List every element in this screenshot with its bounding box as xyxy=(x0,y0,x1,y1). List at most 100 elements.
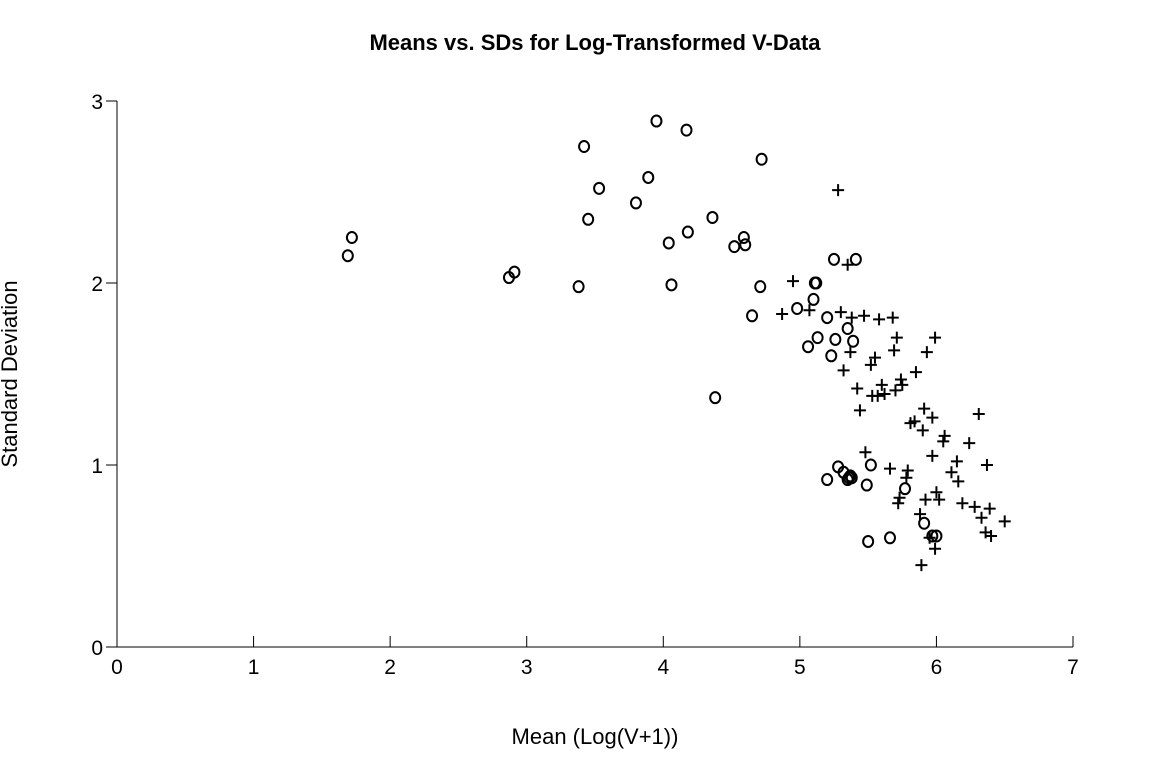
plus-marker-point xyxy=(985,529,998,542)
circle-marker-point xyxy=(737,231,750,244)
circle-marker-point xyxy=(582,212,595,226)
circle-marker-point xyxy=(926,529,939,543)
circle-marker-point xyxy=(829,332,842,346)
plus-marker-point xyxy=(963,437,976,450)
circle-marker-point xyxy=(755,152,768,166)
circle-marker-point xyxy=(841,322,854,335)
plus-marker-point xyxy=(844,346,857,359)
circle-marker-point xyxy=(508,265,521,279)
x-tick-label: 2 xyxy=(384,656,396,679)
plus-marker-point xyxy=(859,446,872,459)
y-tick-label: 2 xyxy=(91,273,103,296)
plus-marker-point xyxy=(873,313,886,326)
plus-marker-point xyxy=(998,515,1011,528)
plus-marker-point xyxy=(858,309,871,322)
plus-marker-point xyxy=(972,408,985,421)
plus-marker-point xyxy=(893,491,906,504)
circle-marker-point xyxy=(706,210,719,224)
plus-marker-point xyxy=(919,493,932,506)
plus-marker-point xyxy=(894,373,907,386)
y-tick-label: 3 xyxy=(91,91,103,114)
circle-marker-point xyxy=(918,516,931,530)
plus-marker-point xyxy=(837,364,850,377)
plus-marker-point xyxy=(933,493,946,506)
plus-marker-point xyxy=(929,331,942,344)
circle-marker-point xyxy=(810,276,823,290)
x-tick-label: 1 xyxy=(248,656,260,679)
plus-marker-point xyxy=(889,384,902,397)
plus-marker-point xyxy=(875,378,888,391)
circle-marker-point xyxy=(825,349,838,363)
x-tick-label: 4 xyxy=(657,656,669,679)
plus-marker-point xyxy=(909,366,922,379)
plus-marker-point xyxy=(920,346,933,359)
plus-marker-point xyxy=(878,388,891,401)
circle-marker-point xyxy=(665,278,678,292)
plus-marker-point xyxy=(930,486,943,499)
plus-marker-point xyxy=(900,471,913,484)
circle-marker-point xyxy=(828,252,840,266)
x-tick-label: 5 xyxy=(794,656,806,679)
plus-marker-point xyxy=(926,449,939,462)
circle-marker-point xyxy=(681,225,694,239)
y-tick-label: 0 xyxy=(91,637,103,660)
circle-marker-point xyxy=(845,471,858,485)
plus-marker-point xyxy=(776,307,789,320)
plus-marker-point xyxy=(886,311,899,324)
plus-marker-point xyxy=(888,344,901,357)
plus-marker-point xyxy=(980,459,993,471)
circle-marker-point xyxy=(746,309,759,323)
plus-marker-point xyxy=(937,435,950,448)
circle-marker-point xyxy=(572,280,585,294)
plus-marker-point xyxy=(914,508,927,521)
x-axis-label: Mean (Log(V+1)) xyxy=(512,724,679,749)
circle-marker-point xyxy=(593,181,606,195)
circle-marker-point xyxy=(864,458,877,472)
circle-marker-point xyxy=(345,231,358,244)
circle-marker-point xyxy=(802,340,815,354)
plus-marker-point xyxy=(834,306,847,319)
plus-marker-point xyxy=(841,258,854,271)
circle-marker-point xyxy=(862,534,875,548)
plus-marker-point xyxy=(938,429,951,442)
circle-marker-point xyxy=(883,531,896,545)
circle-marker-point xyxy=(844,469,857,483)
plus-marker-point xyxy=(890,331,903,344)
plus-marker-point xyxy=(908,415,921,428)
plus-marker-point xyxy=(916,424,929,437)
circle-marker-point xyxy=(899,482,912,496)
plus-marker-point xyxy=(983,502,996,515)
circle-marker-point xyxy=(791,301,804,315)
circle-marker-point xyxy=(930,529,943,543)
axes: 0 1 2 3 4 5 6 7 0 1 2 3 xyxy=(91,91,1079,679)
circle-marker-point xyxy=(847,334,860,348)
circle-marker-point xyxy=(680,123,693,137)
plus-marker-point xyxy=(864,358,877,371)
circle-marker-point xyxy=(849,252,862,266)
circle-marker-point xyxy=(754,280,767,294)
plus-marker-point xyxy=(956,497,969,510)
circle-marker-point xyxy=(578,140,591,153)
circle-marker-point xyxy=(709,391,722,405)
plus-marker-point xyxy=(968,500,981,513)
plus-marker-point xyxy=(787,275,800,288)
plus-marker-point xyxy=(915,559,928,572)
plus-marker-point xyxy=(896,378,909,391)
x-tick-label: 6 xyxy=(931,656,943,679)
plus-marker-point xyxy=(929,542,942,555)
y-axis-label: Standard Deviation xyxy=(0,280,22,467)
circle-marker-point xyxy=(811,331,824,345)
plus-marker-point xyxy=(871,389,884,402)
plus-marker-point xyxy=(945,466,958,479)
plus-marker-point xyxy=(868,351,881,364)
circle-marker-point xyxy=(629,196,642,210)
x-tick-label: 7 xyxy=(1067,656,1079,679)
circle-marker-point xyxy=(662,236,675,250)
x-tick-label: 3 xyxy=(521,656,533,679)
plus-marker-point xyxy=(803,304,816,317)
circle-marker-point xyxy=(650,114,663,128)
plus-marker-point xyxy=(851,382,864,395)
plus-marker-point xyxy=(923,531,936,544)
